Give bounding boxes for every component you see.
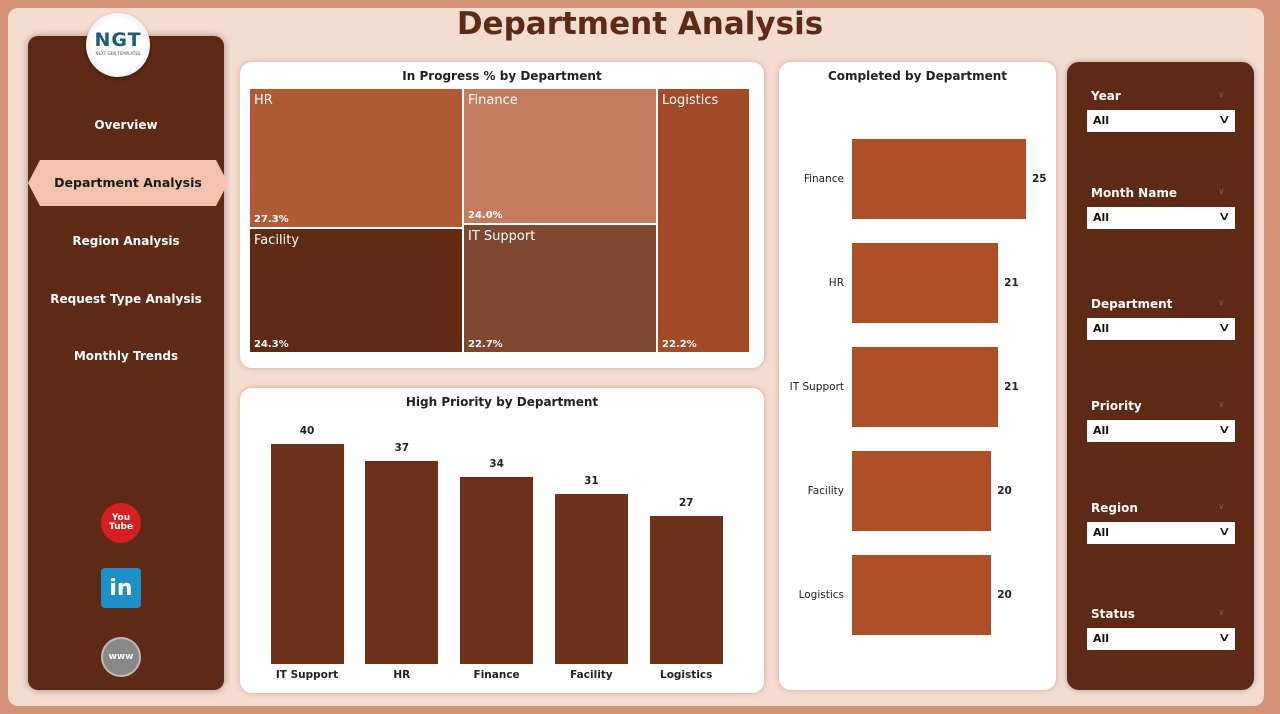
data-label: 31 [584, 474, 599, 487]
high-priority-title: High Priority by Department [405, 395, 599, 409]
tile-name: Finance [468, 93, 518, 108]
chevron-down-icon: ∨ [1218, 630, 1232, 644]
filter-dropdown-month-name[interactable]: All ∨ [1087, 207, 1235, 229]
bar[interactable] [649, 515, 723, 664]
dropdown-value: All [1093, 114, 1110, 127]
clear-filter-chevron-icon[interactable]: ∨ [1218, 298, 1225, 308]
tile-name: HR [254, 93, 273, 108]
website-icon[interactable]: www [101, 637, 141, 677]
filter-panel [1067, 62, 1254, 690]
data-label: 20 [997, 589, 1012, 601]
completed-title: Completed by Department [828, 69, 1007, 83]
filter-label: Year [1091, 89, 1121, 103]
data-label: 34 [489, 458, 504, 470]
nav-region-analysis[interactable]: Region Analysis [72, 234, 180, 248]
y-tick-label: HR [828, 277, 844, 289]
x-tick-label: Facility [570, 669, 613, 681]
tile-name: IT Support [468, 229, 536, 244]
treemap-tile-finance[interactable]: Finance 24.0% [464, 89, 656, 223]
logo-text: NGT [94, 29, 142, 51]
bar[interactable] [852, 451, 992, 531]
dropdown-value: All [1093, 632, 1110, 645]
filter-label: Department [1091, 297, 1173, 311]
data-label: 37 [394, 441, 410, 454]
dropdown-value: All [1093, 322, 1110, 335]
page-title: Department Analysis [456, 6, 824, 42]
x-tick-label: HR [393, 669, 411, 681]
bar[interactable] [554, 493, 628, 664]
filter-label: Status [1091, 607, 1135, 621]
treemap-tile-logistics[interactable]: Logistics 22.2% [658, 89, 749, 352]
filter-dropdown-status[interactable]: All ∨ [1087, 628, 1235, 650]
youtube-icon[interactable]: You Tube [101, 503, 141, 543]
y-tick-label: Finance [803, 173, 844, 185]
filter-label: Priority [1091, 399, 1142, 413]
clear-filter-chevron-icon[interactable]: ∨ [1218, 400, 1225, 410]
bar[interactable] [852, 347, 999, 427]
data-label: 40 [299, 425, 315, 437]
filter-label: Month Name [1091, 186, 1177, 200]
x-tick-label: Logistics [660, 669, 713, 681]
tile-name: Facility [254, 233, 300, 248]
chevron-down-icon: ∨ [1218, 209, 1232, 223]
data-label: 20 [997, 485, 1012, 497]
treemap-title: In Progress % by Department [402, 69, 602, 83]
chevron-down-icon: ∨ [1218, 524, 1232, 538]
dropdown-value: All [1093, 424, 1110, 437]
filter-dropdown-year[interactable]: All ∨ [1087, 110, 1235, 132]
tile-value: 24.0% [468, 210, 503, 221]
chevron-down-icon: ∨ [1218, 422, 1232, 436]
x-tick-label: Finance [473, 669, 520, 681]
bar[interactable] [270, 444, 344, 664]
chevron-down-icon: ∨ [1218, 112, 1232, 126]
youtube-label: You Tube [108, 513, 134, 532]
tile-value: 24.3% [254, 339, 289, 350]
bar[interactable] [852, 555, 992, 635]
clear-filter-chevron-icon[interactable]: ∨ [1218, 502, 1225, 512]
nav-monthly-trends[interactable]: Monthly Trends [73, 349, 179, 363]
data-label: 27 [678, 496, 694, 509]
chevron-down-icon: ∨ [1218, 320, 1232, 334]
nav-department-analysis[interactable]: Department Analysis [28, 160, 228, 206]
filter-label: Region [1091, 501, 1138, 515]
website-label: www [108, 652, 134, 662]
data-label: 21 [1004, 381, 1019, 393]
filter-dropdown-region[interactable]: All ∨ [1087, 522, 1235, 544]
logo: NGT NEXT GEN TEMPLATES [86, 13, 150, 77]
data-label: 21 [1004, 277, 1019, 289]
x-tick-label: IT Support [275, 669, 339, 681]
data-label: 25 [1032, 173, 1047, 185]
logo-subtext: NEXT GEN TEMPLATES [95, 51, 141, 56]
y-tick-label: IT Support [789, 381, 844, 393]
bar[interactable] [852, 243, 999, 323]
linkedin-label: in [109, 575, 133, 601]
treemap-tile-it-support[interactable]: IT Support 22.7% [464, 225, 656, 352]
treemap-tile-facility[interactable]: Facility 24.3% [250, 229, 462, 352]
clear-filter-chevron-icon[interactable]: ∨ [1218, 187, 1225, 197]
tile-value: 27.3% [254, 214, 289, 225]
nav-overview[interactable]: Overview [94, 118, 158, 132]
filter-dropdown-department[interactable]: All ∨ [1087, 318, 1235, 340]
linkedin-icon[interactable]: in [101, 568, 141, 608]
bar[interactable] [460, 477, 534, 664]
y-tick-label: Logistics [798, 589, 844, 601]
nav-request-type-analysis[interactable]: Request Type Analysis [50, 292, 202, 306]
tile-value: 22.7% [468, 339, 503, 350]
bar[interactable] [852, 139, 1026, 219]
y-tick-label: Facility [807, 485, 844, 497]
dropdown-value: All [1093, 526, 1110, 539]
clear-filter-chevron-icon[interactable]: ∨ [1218, 608, 1225, 618]
clear-filter-chevron-icon[interactable]: ∨ [1218, 90, 1225, 100]
tile-value: 22.2% [662, 339, 697, 350]
filter-dropdown-priority[interactable]: All ∨ [1087, 420, 1235, 442]
bar[interactable] [365, 460, 439, 664]
treemap-tile-hr[interactable]: HR 27.3% [250, 89, 462, 227]
dropdown-value: All [1093, 211, 1110, 224]
tile-name: Logistics [662, 93, 719, 108]
